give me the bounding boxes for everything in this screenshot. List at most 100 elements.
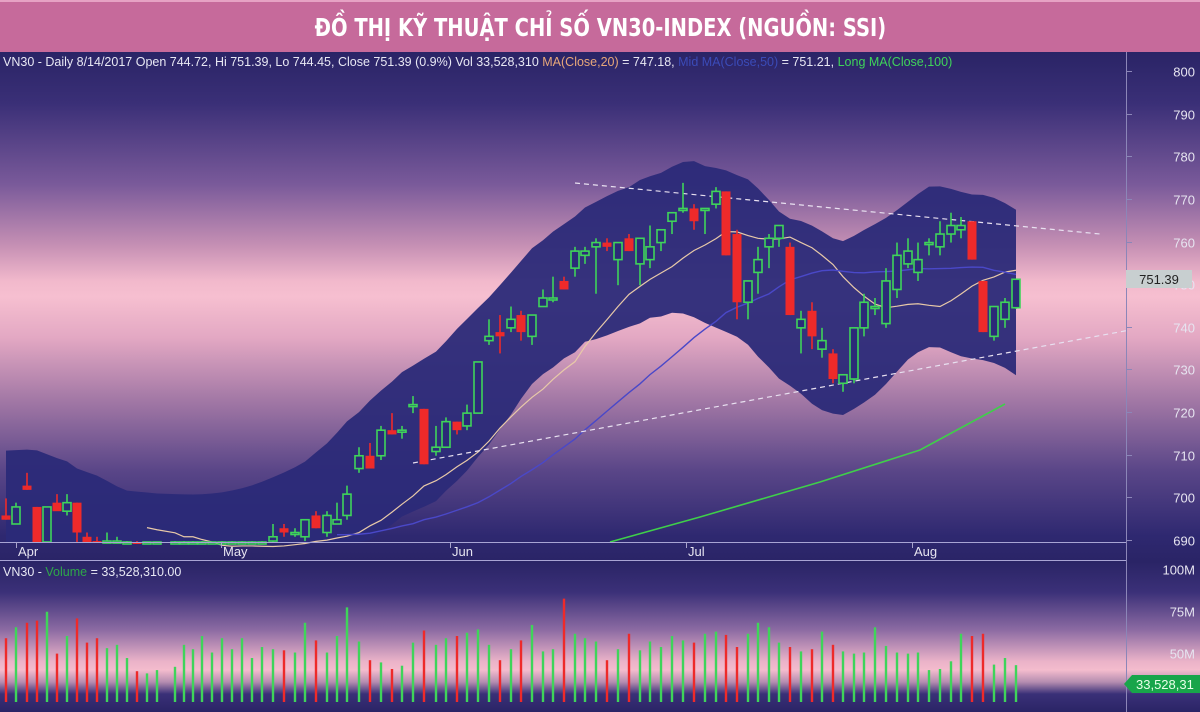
candle <box>978 280 988 333</box>
candle <box>591 238 601 294</box>
legend-ma50-label: Mid MA(Close,50) <box>678 55 779 69</box>
y-tick-800: 800 <box>1173 64 1195 80</box>
candle <box>365 442 375 469</box>
candle <box>42 506 52 543</box>
candle <box>570 246 580 277</box>
candle <box>743 280 753 320</box>
y-tick-mark <box>1127 497 1132 499</box>
candle <box>881 268 891 328</box>
price-legend: VN30 - Daily 8/14/2017 Open 744.72, Hi 7… <box>3 55 952 69</box>
title-bar: ĐỒ THỊ KỸ THUẬT CHỈ SỐ VN30-INDEX (NGUỒN… <box>0 0 1200 52</box>
x-label-jun: Jun <box>452 544 473 559</box>
candle <box>1011 278 1021 309</box>
candle <box>903 238 913 269</box>
y-tick-mark <box>1127 454 1132 456</box>
candle <box>753 246 763 294</box>
x-label-apr: Apr <box>18 544 39 559</box>
candle <box>935 221 945 256</box>
x-tick <box>912 543 913 548</box>
candle <box>678 182 688 213</box>
y-tick-mark <box>1127 156 1132 158</box>
candle <box>462 404 472 431</box>
y-tick-mark <box>1127 369 1132 371</box>
candle <box>300 518 310 542</box>
candle <box>700 207 710 235</box>
candle <box>22 472 32 490</box>
x-tick <box>686 543 687 548</box>
candle <box>408 396 418 414</box>
candle <box>538 289 548 308</box>
candle <box>828 349 838 384</box>
candle <box>849 327 859 384</box>
candle <box>989 305 999 341</box>
price-chart[interactable] <box>0 52 1126 562</box>
candle <box>645 225 655 269</box>
candle <box>72 502 82 542</box>
candle <box>516 310 526 341</box>
candle <box>279 523 289 537</box>
candle <box>82 532 92 542</box>
candle <box>376 425 386 461</box>
candle <box>506 306 516 333</box>
candle <box>732 229 742 320</box>
candle <box>132 541 142 544</box>
price-y-axis[interactable]: 69070071072073074075076077078079080050M7… <box>1126 52 1200 712</box>
candle <box>484 319 494 345</box>
candle <box>322 511 332 537</box>
candle <box>387 413 397 435</box>
candle <box>580 246 590 264</box>
candle <box>859 293 869 337</box>
chart-title: ĐỒ THỊ KỸ THUẬT CHỈ SỐ VN30-INDEX (NGUỒN… <box>314 12 886 42</box>
candle <box>817 327 827 358</box>
volume-tick-100M: 100M <box>1162 562 1195 578</box>
legend-ohlc: VN30 - Daily 8/14/2017 Open 744.72, Hi 7… <box>3 55 543 69</box>
y-tick-760: 760 <box>1173 235 1195 251</box>
last-price-badge: 751.39 <box>1126 270 1192 289</box>
candle <box>667 211 677 235</box>
candle <box>559 276 569 290</box>
candle <box>613 241 623 286</box>
candle <box>624 234 634 252</box>
candle <box>441 417 451 449</box>
ma50-line <box>337 266 1017 536</box>
candle <box>1 498 11 520</box>
support-trendline <box>412 330 1126 464</box>
candle <box>924 238 934 256</box>
candle <box>452 421 462 435</box>
candle <box>431 425 441 456</box>
y-tick-790: 790 <box>1173 107 1195 123</box>
y-tick-720: 720 <box>1173 405 1195 421</box>
y-tick-mark <box>1127 540 1132 542</box>
y-tick-770: 770 <box>1173 192 1195 208</box>
candle <box>602 238 612 252</box>
x-tick <box>221 543 222 548</box>
x-tick <box>16 543 17 548</box>
candle <box>721 191 731 256</box>
candle <box>711 187 721 209</box>
x-axis-line-top <box>0 542 1126 543</box>
volume-chart[interactable] <box>0 562 1126 712</box>
candle <box>268 523 278 542</box>
y-tick-710: 710 <box>1173 448 1195 464</box>
candle <box>1000 297 1010 328</box>
candle <box>397 425 407 439</box>
candle <box>62 494 72 516</box>
candle <box>946 212 956 243</box>
candle <box>52 494 62 512</box>
y-tick-mark <box>1127 198 1132 200</box>
y-tick-mark <box>1127 326 1132 328</box>
x-tick <box>450 543 451 548</box>
chart-area[interactable]: Apr May Jun Jul Aug VN30 - Daily 8/14/2017 O… <box>0 52 1200 712</box>
y-tick-690: 690 <box>1173 533 1195 549</box>
candle <box>342 485 352 520</box>
x-axis-line-bottom <box>0 560 1126 561</box>
candle <box>311 511 321 529</box>
candle <box>956 216 966 239</box>
candle <box>774 224 784 247</box>
candle <box>892 242 902 298</box>
candle <box>796 310 806 354</box>
volume-panel-background <box>0 562 1200 712</box>
x-label-jul: Jul <box>688 544 705 559</box>
legend-ma100-label: Long MA(Close,100) <box>837 55 953 69</box>
x-label-aug: Aug <box>914 544 938 559</box>
